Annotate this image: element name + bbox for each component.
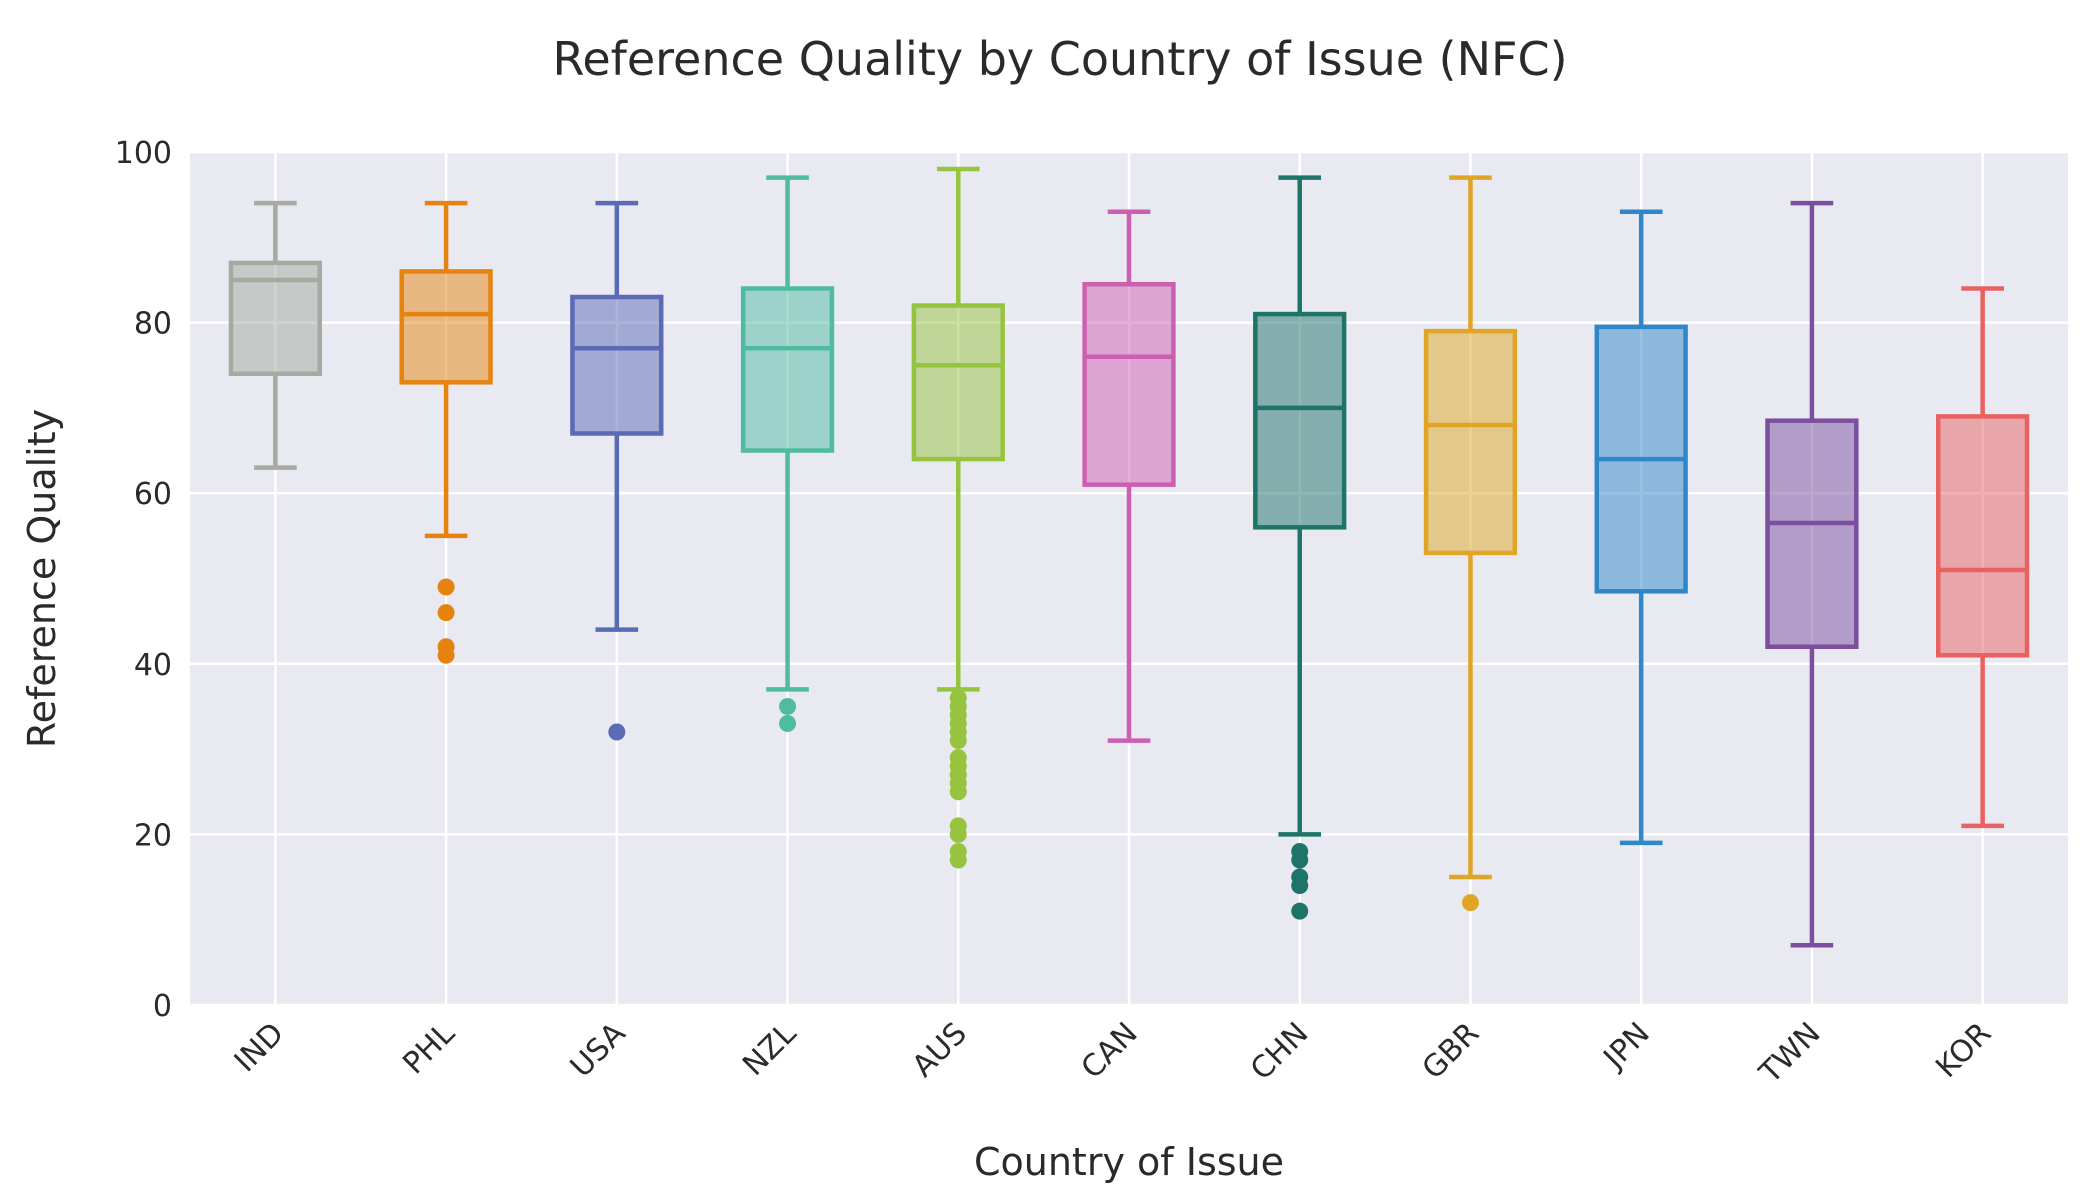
box-can: [1082, 209, 1176, 743]
box-iqr: [1935, 414, 2030, 658]
box-iqr: [1082, 281, 1176, 487]
box-phl: [399, 200, 493, 664]
outlier-point: [1291, 842, 1309, 860]
outlier-point: [1291, 902, 1309, 920]
outlier-point: [949, 749, 967, 767]
y-axis-ticks: 0 20 40 60 80 100: [115, 136, 172, 1024]
y-tick-label: 60: [134, 477, 172, 512]
box-aus: [911, 166, 1005, 869]
y-tick-label: 20: [134, 818, 172, 853]
x-tick-label-can: CAN: [1075, 1016, 1145, 1086]
x-tick-label-phl: PHL: [396, 1016, 462, 1082]
outlier-point: [608, 723, 626, 741]
x-tick-label-gbr: GBR: [1416, 1016, 1486, 1086]
outlier-point: [949, 689, 967, 707]
box-ind: [228, 200, 323, 470]
box-iqr: [1423, 328, 1518, 556]
outlier-point: [437, 604, 455, 622]
box-nzl: [740, 175, 835, 733]
box-chn: [1253, 175, 1347, 920]
box-jpn: [1594, 209, 1688, 846]
box-twn: [1765, 200, 1859, 948]
x-axis-ticks: IND PHL USA NZL AUS CAN CHN GBR JPN TWN KOR: [228, 1016, 1998, 1092]
x-tick-label-twn: TWN: [1752, 1016, 1827, 1091]
x-axis-title: Country of Issue: [974, 1140, 1284, 1184]
outlier-point: [949, 817, 967, 835]
y-tick-label: 80: [134, 307, 172, 342]
x-tick-label-kor: KOR: [1929, 1016, 1998, 1085]
outlier-point: [1461, 894, 1479, 912]
outlier-point: [949, 842, 967, 860]
box-iqr: [1765, 418, 1859, 649]
box-iqr: [740, 286, 835, 453]
x-tick-label-jpn: JPN: [1596, 1016, 1657, 1077]
y-tick-label: 100: [115, 136, 172, 171]
box-usa: [570, 200, 664, 741]
box-iqr: [1253, 311, 1347, 530]
outlier-point: [437, 638, 455, 656]
box-kor: [1935, 286, 2030, 829]
x-tick-label-ind: IND: [228, 1016, 291, 1079]
x-tick-label-nzl: NZL: [736, 1016, 803, 1083]
box-iqr: [911, 303, 1005, 462]
outlier-point: [1291, 868, 1309, 886]
outlier-point: [437, 578, 455, 596]
box-series: [228, 166, 2030, 948]
y-axis-title: Reference Quality: [20, 409, 64, 748]
x-tick-label-chn: CHN: [1244, 1016, 1315, 1087]
box-iqr: [570, 294, 664, 436]
x-tick-label-aus: AUS: [906, 1016, 974, 1084]
box-gbr: [1423, 175, 1518, 912]
outlier-point: [779, 697, 797, 715]
chart-title: Reference Quality by Country of Issue (N…: [552, 32, 1567, 86]
outlier-point: [779, 715, 797, 733]
y-tick-label: 0: [153, 989, 172, 1024]
x-tick-label-usa: USA: [564, 1016, 633, 1085]
box-iqr: [399, 269, 493, 385]
y-tick-label: 40: [134, 648, 172, 683]
